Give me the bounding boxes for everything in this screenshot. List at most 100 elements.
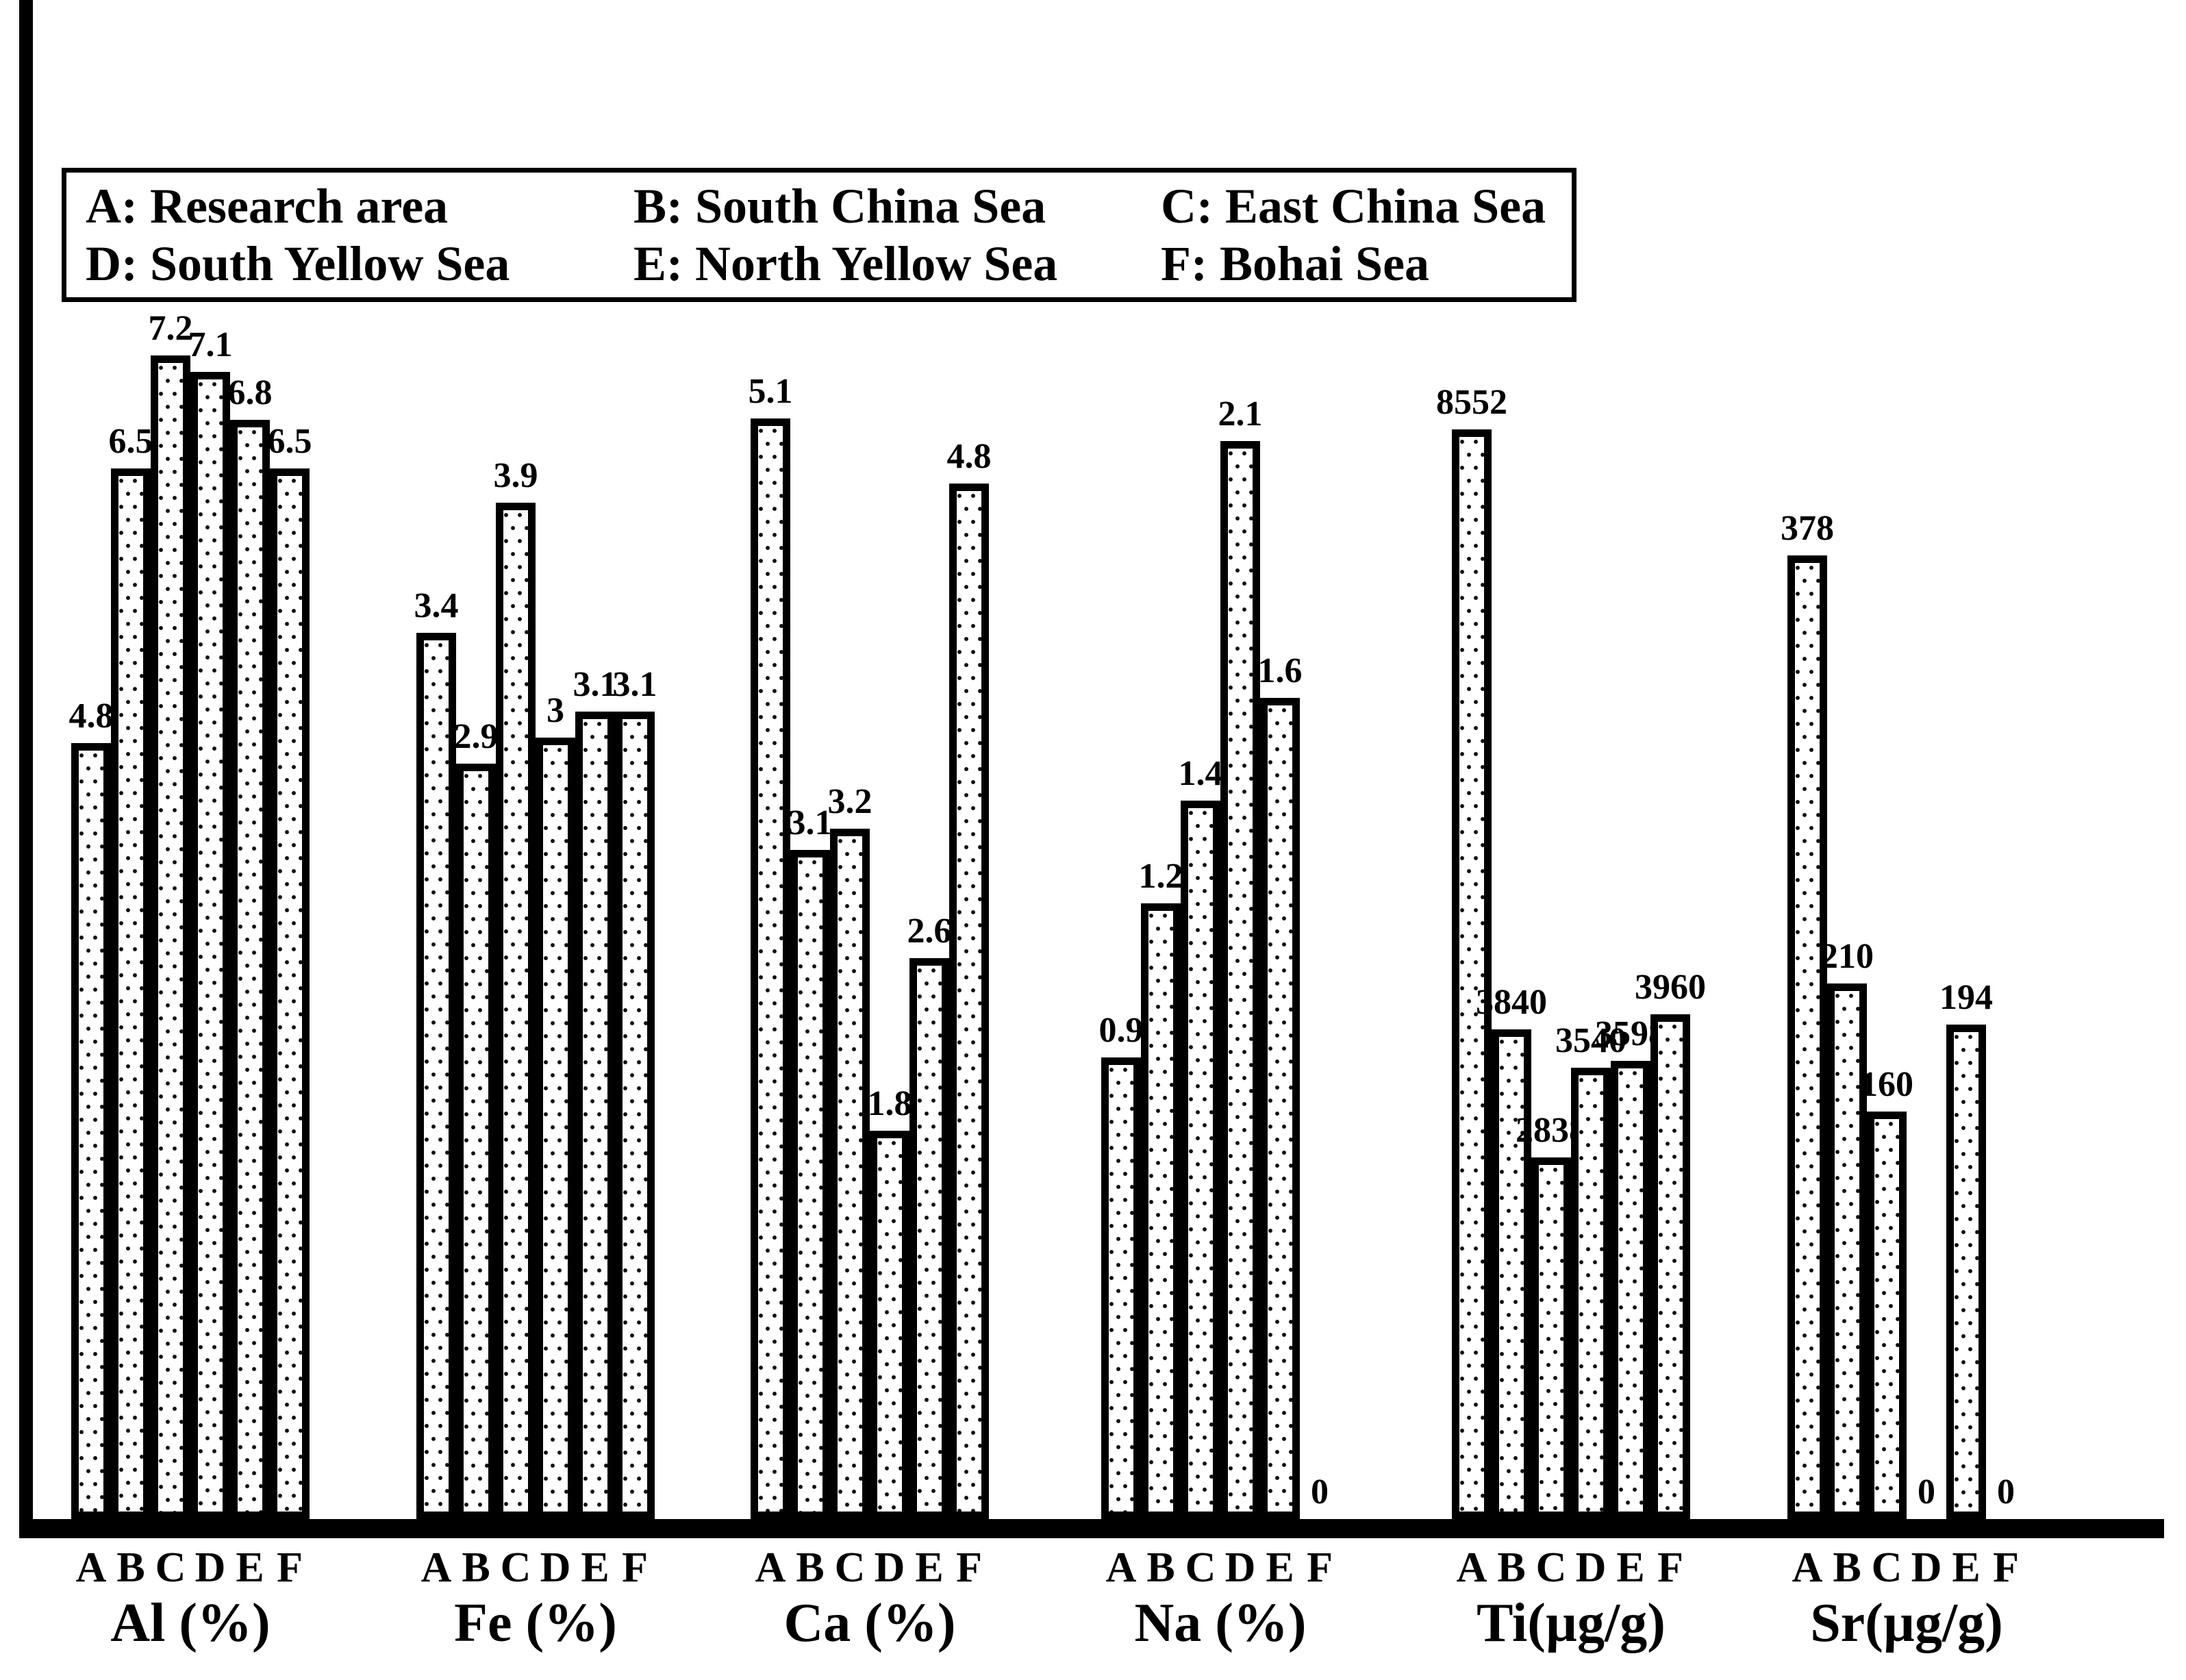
bar-A bbox=[1452, 429, 1492, 1519]
bar-value-label: 1.2 bbox=[1138, 857, 1183, 896]
category-label: D bbox=[1224, 1544, 1256, 1591]
group-label: Na (%) bbox=[1134, 1593, 1307, 1653]
bar-D bbox=[1571, 1068, 1611, 1519]
category-label: C bbox=[1871, 1544, 1902, 1591]
bar-E bbox=[909, 958, 949, 1519]
category-label: A bbox=[755, 1544, 786, 1591]
category-label: F bbox=[1657, 1544, 1683, 1591]
category-label: F bbox=[1993, 1544, 2019, 1591]
bar-value-label: 2.9 bbox=[453, 717, 499, 756]
bar-value-label: 210 bbox=[1820, 937, 1874, 976]
bar-E bbox=[1946, 1025, 1986, 1519]
bar-B bbox=[1492, 1029, 1531, 1519]
bar-F bbox=[615, 712, 655, 1519]
x-axis-line bbox=[19, 1519, 2164, 1538]
bar-D bbox=[1220, 441, 1260, 1519]
bar-C bbox=[496, 503, 536, 1519]
bar-B bbox=[456, 764, 496, 1519]
bar-value-label: 3960 bbox=[1635, 968, 1706, 1007]
category-label: A bbox=[1456, 1544, 1487, 1591]
bar-E bbox=[575, 712, 615, 1519]
bar-B bbox=[111, 468, 151, 1519]
bar-C bbox=[1531, 1157, 1571, 1519]
category-label: B bbox=[116, 1544, 145, 1591]
bar-B bbox=[1827, 983, 1867, 1519]
bar-value-label: 378 bbox=[1781, 509, 1834, 548]
bar-F bbox=[270, 468, 310, 1519]
bar-A bbox=[751, 418, 790, 1519]
category-label: F bbox=[622, 1544, 648, 1591]
bar-value-label: 3.1 bbox=[612, 665, 657, 704]
group-label: Fe (%) bbox=[454, 1593, 617, 1653]
group-label: Al (%) bbox=[110, 1593, 271, 1653]
category-label: D bbox=[874, 1544, 905, 1591]
bar-C bbox=[151, 355, 190, 1519]
bar-value-label: 160 bbox=[1860, 1065, 1913, 1104]
category-label: B bbox=[1497, 1544, 1526, 1591]
bar-value-label: 7.1 bbox=[188, 325, 233, 364]
category-label: E bbox=[1952, 1544, 1981, 1591]
category-label: A bbox=[420, 1544, 452, 1591]
category-label: C bbox=[1185, 1544, 1216, 1591]
legend-row: D: South Yellow Sea E: North Yellow Sea … bbox=[66, 239, 1572, 288]
category-label: C bbox=[1535, 1544, 1567, 1591]
category-label: C bbox=[155, 1544, 186, 1591]
bar-E bbox=[1260, 698, 1300, 1519]
legend-item: F: Bohai Sea bbox=[1161, 236, 1430, 292]
bar-value-label: 4.8 bbox=[946, 437, 992, 476]
bar-value-label: 2.1 bbox=[1218, 394, 1263, 434]
bar-F bbox=[949, 484, 989, 1519]
category-label: A bbox=[75, 1544, 107, 1591]
bar-F bbox=[1650, 1014, 1690, 1519]
category-label: A bbox=[1792, 1544, 1823, 1591]
category-label: E bbox=[236, 1544, 264, 1591]
bar-value-label: 5.1 bbox=[748, 372, 793, 411]
bar-A bbox=[416, 633, 456, 1519]
bar-value-label: 6.5 bbox=[108, 422, 153, 461]
category-label: B bbox=[796, 1544, 825, 1591]
bar-B bbox=[1141, 903, 1181, 1519]
legend-item: A: Research area bbox=[86, 178, 449, 234]
bar-E bbox=[230, 420, 270, 1519]
bar-value-label: 3840 bbox=[1476, 983, 1547, 1022]
bar-D bbox=[190, 372, 230, 1519]
y-axis-line bbox=[19, 0, 33, 1538]
bar-value-label: 2.6 bbox=[907, 912, 952, 951]
bar-A bbox=[1787, 555, 1827, 1519]
bar-value-label: 8552 bbox=[1436, 383, 1507, 422]
bar-value-label: 6.5 bbox=[267, 422, 312, 461]
category-label: E bbox=[1266, 1544, 1294, 1591]
category-label: B bbox=[462, 1544, 490, 1591]
bar-value-label: 6.8 bbox=[227, 373, 273, 412]
bar-E bbox=[1611, 1061, 1650, 1519]
legend-box: A: Research area B: South China Sea C: E… bbox=[62, 168, 1576, 302]
bar-value-label: 3.4 bbox=[414, 586, 459, 625]
bar-D bbox=[870, 1131, 909, 1519]
bar-value-label: 0 bbox=[1918, 1472, 1935, 1512]
bar-value-label: 1.8 bbox=[867, 1084, 912, 1123]
category-label: D bbox=[1911, 1544, 1942, 1591]
bar-A bbox=[71, 743, 111, 1519]
group-label: Ti(µg/g) bbox=[1477, 1593, 1666, 1653]
category-label: C bbox=[834, 1544, 866, 1591]
bar-value-label: 0 bbox=[1311, 1472, 1329, 1512]
bar-value-label: 3 bbox=[546, 691, 564, 730]
legend-item: D: South Yellow Sea bbox=[86, 236, 510, 292]
category-label: F bbox=[1307, 1544, 1333, 1591]
bar-C bbox=[1181, 801, 1220, 1519]
legend-row: A: Research area B: South China Sea C: E… bbox=[66, 181, 1572, 231]
legend-item: C: East China Sea bbox=[1161, 178, 1546, 234]
bar-value-label: 0.9 bbox=[1098, 1011, 1144, 1050]
bar-A bbox=[1101, 1057, 1141, 1519]
bar-value-label: 7.2 bbox=[148, 309, 193, 348]
bar-value-label: 4.8 bbox=[68, 697, 114, 736]
bar-C bbox=[1867, 1112, 1907, 1519]
bar-value-label: 194 bbox=[1939, 978, 1993, 1017]
category-label: D bbox=[540, 1544, 571, 1591]
category-label: E bbox=[581, 1544, 610, 1591]
category-label: F bbox=[277, 1544, 303, 1591]
category-label: B bbox=[1833, 1544, 1861, 1591]
category-label: E bbox=[915, 1544, 944, 1591]
